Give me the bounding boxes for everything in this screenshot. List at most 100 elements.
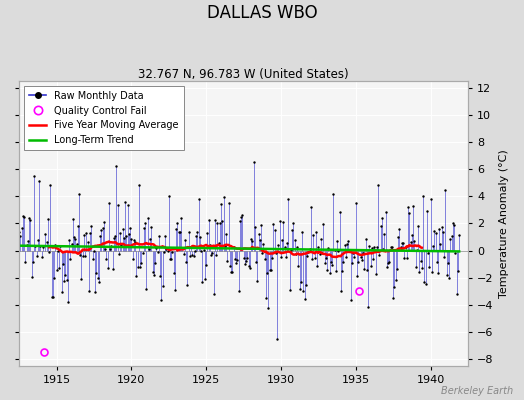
Point — [244, 263, 253, 269]
Point — [394, 234, 402, 240]
Point — [400, 254, 409, 261]
Point — [453, 291, 461, 297]
Point — [385, 258, 394, 265]
Point — [13, 208, 21, 214]
Point — [299, 288, 308, 294]
Point — [231, 256, 239, 262]
Point — [80, 231, 88, 238]
Point — [163, 248, 172, 254]
Point — [269, 221, 278, 227]
Point — [158, 283, 167, 289]
Point — [288, 227, 297, 233]
Point — [364, 304, 373, 310]
Point — [23, 242, 31, 248]
Point — [282, 254, 290, 261]
Point — [78, 276, 86, 282]
Point — [270, 227, 279, 233]
Point — [434, 270, 442, 276]
Point — [425, 264, 433, 270]
Point — [224, 200, 233, 206]
Point — [383, 264, 391, 270]
Point — [378, 214, 386, 221]
Point — [49, 294, 57, 300]
Point — [379, 246, 387, 252]
Point — [187, 244, 195, 250]
Point — [228, 269, 236, 275]
Point — [170, 270, 178, 276]
Point — [82, 229, 91, 236]
Point — [122, 233, 130, 239]
Point — [151, 260, 159, 267]
Point — [389, 295, 397, 301]
Point — [132, 273, 140, 279]
Point — [276, 218, 284, 224]
Point — [127, 236, 136, 242]
Point — [266, 267, 274, 273]
Point — [50, 275, 58, 281]
Point — [108, 266, 117, 272]
Point — [190, 252, 198, 259]
Point — [431, 230, 440, 236]
Point — [230, 244, 238, 251]
Point — [102, 256, 111, 263]
Point — [397, 244, 405, 250]
Point — [407, 239, 415, 245]
Point — [314, 244, 323, 250]
Point — [90, 248, 98, 254]
Point — [356, 254, 365, 260]
Point — [237, 214, 245, 220]
Point — [443, 272, 451, 278]
Point — [401, 244, 410, 250]
Point — [398, 239, 406, 246]
Point — [46, 182, 54, 189]
Point — [287, 247, 295, 253]
Point — [112, 163, 121, 170]
Point — [238, 212, 246, 218]
Point — [197, 248, 205, 254]
Point — [79, 252, 87, 259]
Point — [103, 265, 112, 272]
Point — [218, 218, 226, 224]
Point — [174, 228, 183, 235]
Point — [142, 286, 150, 292]
Point — [198, 278, 206, 285]
Point — [362, 236, 370, 242]
Point — [200, 247, 208, 253]
Point — [154, 248, 162, 255]
Point — [410, 238, 419, 244]
Point — [45, 248, 53, 255]
Point — [332, 268, 340, 274]
Point — [376, 223, 385, 230]
Point — [81, 252, 90, 259]
Point — [156, 273, 164, 279]
Point — [318, 250, 326, 256]
Point — [152, 245, 160, 251]
Point — [432, 259, 441, 265]
Point — [358, 256, 366, 263]
Point — [454, 268, 462, 274]
Point — [214, 240, 223, 246]
Point — [254, 230, 263, 237]
Point — [278, 237, 287, 244]
Point — [210, 291, 218, 297]
Point — [262, 295, 270, 301]
Point — [193, 229, 202, 236]
Point — [392, 266, 401, 273]
Point — [121, 199, 129, 206]
Point — [76, 252, 84, 258]
Point — [312, 229, 320, 236]
Point — [148, 268, 157, 275]
Point — [273, 336, 281, 342]
Point — [455, 231, 463, 238]
Point — [129, 236, 138, 243]
Point — [319, 221, 328, 228]
Point — [438, 224, 446, 230]
Point — [222, 231, 230, 237]
Point — [233, 257, 242, 264]
Point — [101, 246, 110, 252]
Title: 32.767 N, 96.783 W (United States): 32.767 N, 96.783 W (United States) — [138, 68, 349, 81]
Point — [300, 295, 309, 302]
Point — [246, 265, 254, 272]
Point — [126, 225, 134, 231]
Point — [63, 299, 72, 305]
